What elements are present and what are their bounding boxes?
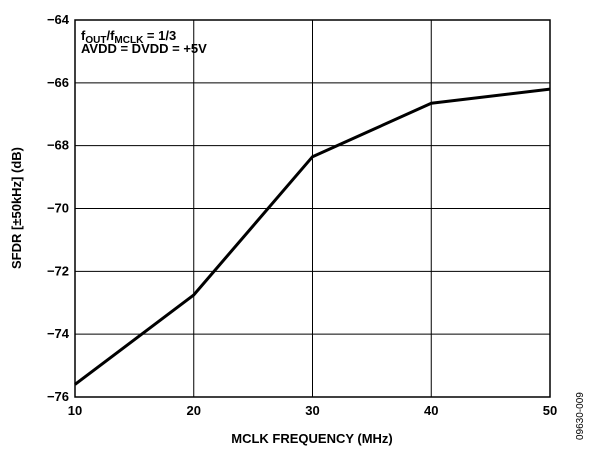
y-axis-label: SFDR [±50kHz] (dB) [9, 147, 24, 269]
data-point [193, 294, 195, 296]
x-tick-label: 50 [543, 403, 557, 418]
y-tick-label: −70 [47, 201, 69, 216]
figure-id: 09630-009 [575, 392, 586, 440]
ratio-annotation: fOUT/fMCLK = 1/3 [81, 28, 176, 46]
y-tick-label: −66 [47, 75, 69, 90]
grid [75, 20, 550, 397]
y-tick-label: −74 [47, 326, 70, 341]
x-tick-label: 30 [305, 403, 319, 418]
x-axis-label: MCLK FREQUENCY (MHz) [231, 431, 393, 446]
supply-annotation: AVDD = DVDD = +5V [81, 41, 207, 56]
x-tick-label: 20 [187, 403, 201, 418]
y-tick-label: −64 [47, 12, 70, 27]
y-tick-label: −72 [47, 263, 69, 278]
y-tick-label: −68 [47, 138, 69, 153]
x-tick-labels: 10 20 30 40 50 [68, 403, 557, 418]
data-point [549, 88, 551, 90]
y-tick-labels: −64 −66 −68 −70 −72 −74 −76 [47, 12, 70, 404]
data-point [430, 102, 432, 104]
y-tick-label: −76 [47, 389, 69, 404]
plot-frame [74, 19, 551, 398]
series-layer [74, 87, 551, 386]
x-tick-label: 40 [424, 403, 438, 418]
x-tick-label: 10 [68, 403, 82, 418]
data-point [312, 156, 313, 158]
data-point [74, 383, 76, 385]
